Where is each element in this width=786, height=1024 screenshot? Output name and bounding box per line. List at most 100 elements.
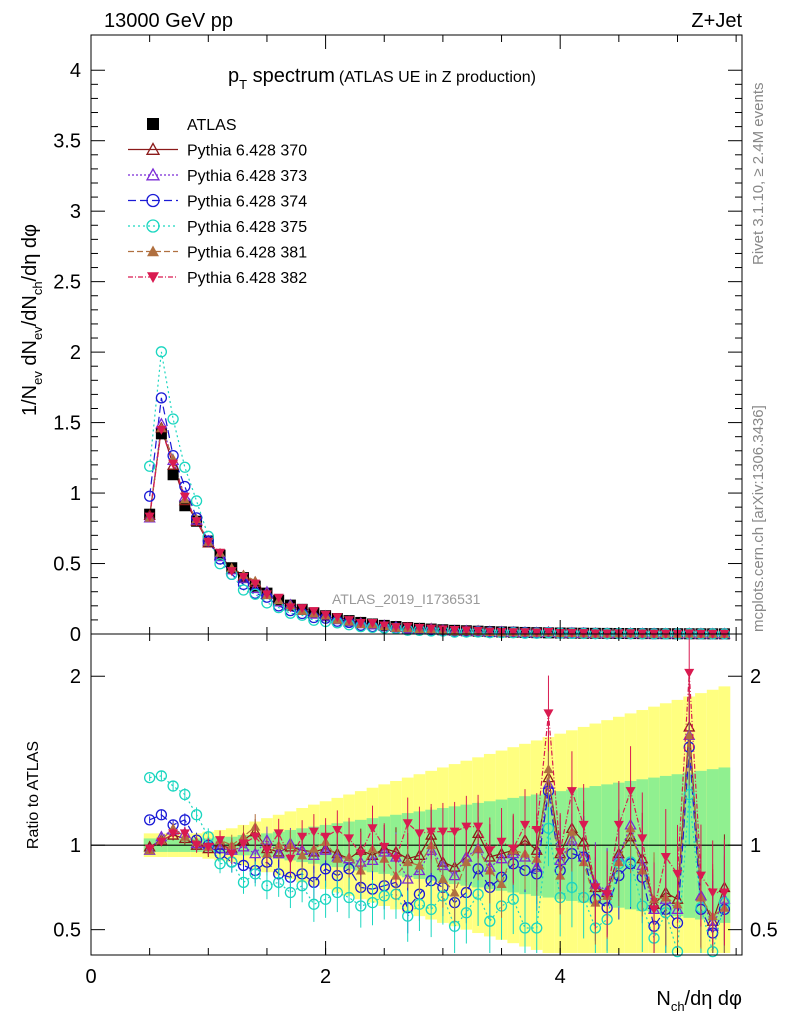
- ratio-point: [425, 903, 437, 916]
- ratio-y-tick-label: 0.5: [53, 920, 81, 942]
- data-point: [167, 469, 179, 481]
- ratio-point: [707, 888, 718, 898]
- legend-label: ATLAS: [187, 117, 237, 134]
- ratio-point: [566, 881, 578, 894]
- ratio-point: [414, 860, 425, 870]
- mc-point: [320, 610, 331, 620]
- ratio-point: [402, 910, 414, 922]
- mc-point: [261, 597, 273, 609]
- ratio-point: [297, 850, 308, 860]
- ratio-point: [355, 900, 367, 912]
- ratio-point: [308, 898, 320, 910]
- ratio-point: [461, 857, 472, 867]
- ratio-y-tick-label: 1: [70, 835, 81, 857]
- y-tick-label: 3: [70, 201, 81, 223]
- x-tick-label: 2: [320, 966, 331, 988]
- ratio-point: [695, 871, 706, 881]
- mc-point: [355, 619, 366, 629]
- mc-point: [484, 627, 495, 637]
- ratio-point: [367, 824, 378, 834]
- ratio-point: [332, 853, 343, 863]
- mc-point: [297, 604, 308, 614]
- mc-point: [155, 392, 168, 404]
- ratio-series-line: [149, 735, 725, 928]
- ratio-point: [414, 829, 425, 839]
- ratio-y-tick-label-right: 1: [750, 835, 761, 857]
- ratio-point: [167, 780, 179, 792]
- ratio-axes: 0.5 0.5 1 1 2 2 0 2 4: [53, 634, 778, 988]
- mc-point: [273, 593, 284, 603]
- ratio-point: [344, 834, 355, 844]
- y-tick-label: 2.5: [53, 272, 81, 294]
- y-tick-label: 1: [70, 483, 81, 505]
- mc-point: [249, 588, 261, 600]
- mc-point: [508, 628, 519, 638]
- ratio-point: [237, 859, 250, 872]
- ratio-point: [437, 827, 448, 837]
- data-point: [179, 500, 191, 512]
- legend-marker: [147, 118, 159, 130]
- ratio-point: [355, 849, 366, 859]
- mc-point: [461, 626, 472, 636]
- ratio-y-tick-label: 2: [70, 666, 81, 688]
- ratio-point: [319, 893, 332, 905]
- ratio-frame: [90, 633, 743, 956]
- ratio-point: [542, 822, 555, 834]
- ratio-point: [190, 809, 203, 821]
- mc-point: [190, 495, 203, 507]
- ratio-point: [496, 879, 507, 889]
- ratio-point: [649, 905, 660, 915]
- main-y-axis: 0 0.5 1 1.5 2 2.5 3 3.5 4: [53, 35, 742, 646]
- y-tick-label: 1.5: [53, 413, 81, 435]
- legend-label: Pythia 6.428 370: [187, 143, 307, 160]
- ratio-point: [402, 819, 413, 829]
- mc-point: [214, 558, 226, 570]
- mc-point: [449, 626, 460, 636]
- ratio-point: [472, 888, 484, 900]
- ratio-point: [284, 886, 297, 899]
- ratio-point: [143, 771, 156, 784]
- mc-point: [531, 628, 542, 638]
- mc-point: [156, 425, 167, 435]
- ratio-point: [143, 814, 156, 826]
- ratio-point: [273, 829, 284, 839]
- ratio-point: [508, 844, 519, 854]
- ratio-series-line: [149, 735, 725, 918]
- header-right: Z+Jet: [691, 10, 742, 32]
- ratio-point: [684, 730, 695, 740]
- ratio-point: [320, 832, 331, 842]
- ratio-point: [343, 891, 355, 904]
- mc-point: [238, 573, 249, 583]
- ratio-point: [543, 764, 554, 774]
- ratio-point: [461, 822, 472, 832]
- ratio-point: [496, 837, 507, 847]
- y-tick-label: 0: [70, 624, 81, 646]
- chart-title: pT spectrum (ATLAS UE in Z production): [228, 65, 536, 92]
- y-tick-label: 2: [70, 342, 81, 364]
- ratio-point: [332, 825, 343, 835]
- ratio-point: [507, 893, 519, 905]
- ratio-point: [297, 832, 308, 842]
- mc-point: [390, 623, 401, 633]
- mc-point: [168, 459, 179, 469]
- mc-point: [473, 626, 484, 636]
- legend-label: Pythia 6.428 382: [187, 270, 307, 287]
- ratio-point: [531, 825, 542, 835]
- ratio-point: [566, 787, 577, 797]
- mc-point: [379, 621, 390, 631]
- ratio-point: [402, 857, 413, 867]
- ratio-point: [426, 827, 437, 837]
- ratio-point: [543, 709, 554, 719]
- ratio-point: [531, 922, 543, 934]
- ratio-point: [308, 827, 319, 837]
- ratio-point: [237, 876, 250, 889]
- ratio-point: [519, 922, 531, 934]
- watermark: ATLAS_2019_I1736531: [332, 591, 481, 607]
- y-tick-label: 3.5: [53, 131, 81, 153]
- ratio-point: [520, 820, 530, 830]
- ratio-point: [249, 847, 262, 859]
- ratio-point: [379, 842, 390, 852]
- mc-point: [144, 512, 155, 522]
- ratio-point: [390, 854, 401, 864]
